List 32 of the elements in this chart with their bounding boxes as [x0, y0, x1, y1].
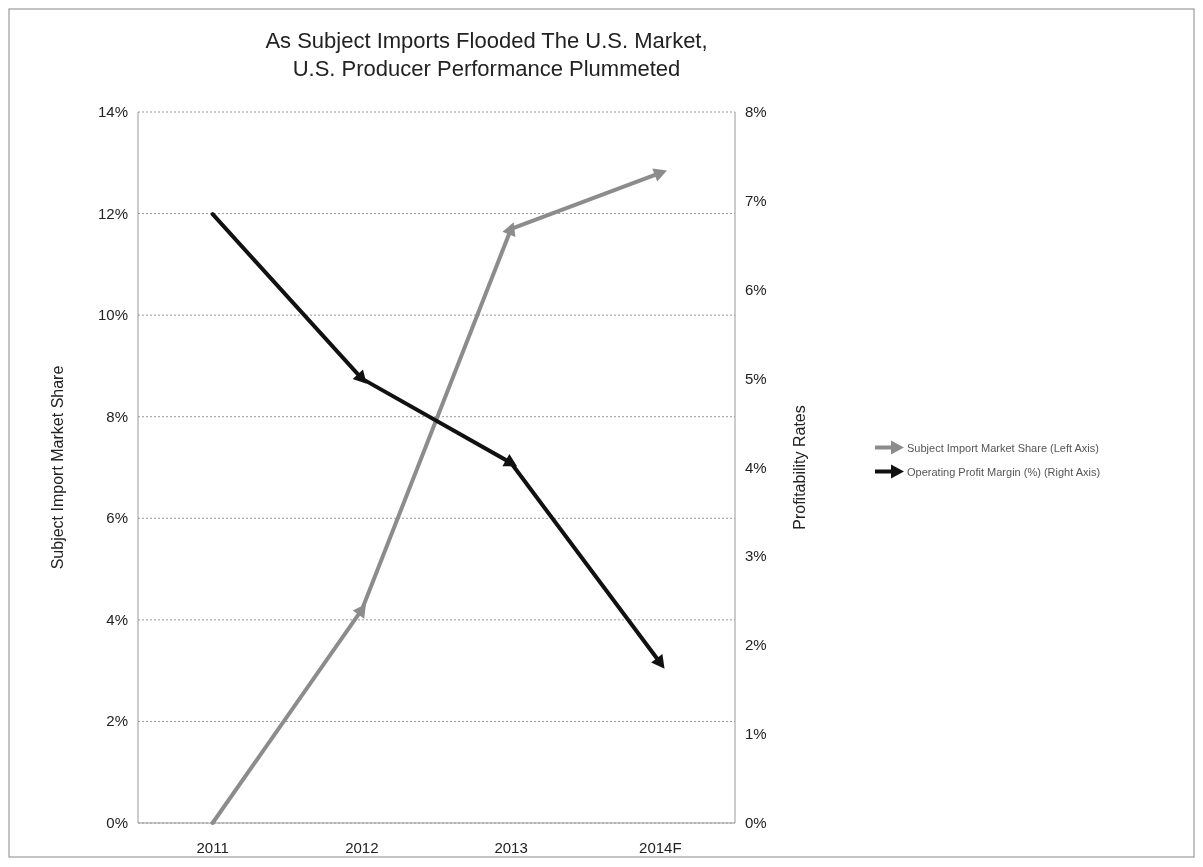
y-tick-label: 0% — [106, 814, 128, 831]
y2-tick-label: 1% — [745, 725, 767, 743]
y2-tick-label: 8% — [745, 103, 767, 120]
y2-tick-label: 0% — [745, 814, 767, 831]
chart-title: As Subject Imports Flooded The U.S. Market, U.S. Producer Performance Plummeted — [265, 28, 708, 81]
legend-label: Operating Profit Margin (%) (Right Axis) — [907, 465, 1101, 478]
y2-tick-label: 6% — [745, 280, 767, 298]
x-tick-label: 2013 — [494, 839, 528, 856]
x-tick-label: 2012 — [345, 839, 379, 856]
y-tick-label: 10% — [97, 306, 128, 324]
y2-tick-label: 3% — [745, 547, 767, 565]
y2-tick-label: 7% — [745, 191, 767, 209]
point — [502, 222, 516, 237]
legend-label: Subject Import Market Share (Left Axis) — [907, 441, 1099, 454]
point — [352, 369, 367, 384]
x-tick-label: 2011 — [196, 839, 229, 856]
y-tick-label: 6% — [106, 509, 128, 527]
y-tick-label: 12% — [97, 204, 128, 222]
y-tick-label: 8% — [106, 407, 128, 425]
y2-tick-label: 4% — [745, 458, 767, 476]
point — [352, 603, 366, 619]
point — [502, 454, 518, 467]
y2-axis-title: Profitability Rates — [791, 405, 808, 530]
y-tick-label: 14% — [97, 103, 128, 120]
point — [651, 654, 665, 669]
y-axis-title: Subject Import Market Share — [49, 365, 66, 570]
y-tick-label: 4% — [106, 610, 128, 628]
y2-tick-label: 5% — [745, 369, 767, 387]
y2-tick-label: 2% — [745, 636, 767, 654]
point — [652, 168, 667, 182]
y-tick-label: 2% — [106, 712, 128, 730]
x-tick-label: 2014F — [639, 839, 682, 856]
